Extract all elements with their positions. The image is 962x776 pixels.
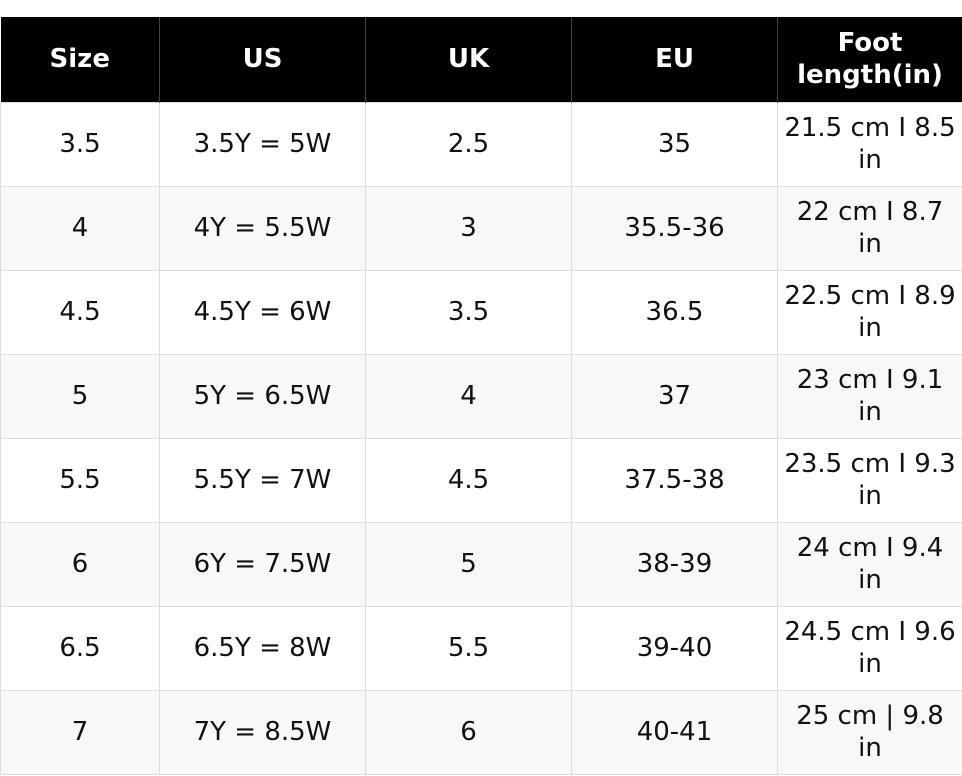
header-cell: Size xyxy=(0,17,160,102)
table-cell: 38-39 xyxy=(571,521,778,607)
table-cell: 39-40 xyxy=(571,605,778,691)
table-cell: 7 xyxy=(0,689,160,775)
table-cell: 5Y = 6.5W xyxy=(159,353,366,439)
table-cell: 3.5 xyxy=(0,101,160,187)
table-cell: 4.5Y = 6W xyxy=(159,269,366,355)
header-cell: UK xyxy=(365,17,572,102)
table-cell: 5 xyxy=(0,353,160,439)
table-cell: 7Y = 8.5W xyxy=(159,689,366,775)
table-row: 4.5 4.5Y = 6W 3.5 36.5 22.5 cm I 8.9 in xyxy=(0,269,962,355)
table-cell: 35 xyxy=(571,101,778,187)
table-cell: 6 xyxy=(0,521,160,607)
table-cell: 24.5 cm I 9.6 in xyxy=(777,605,962,691)
table-cell: 6Y = 7.5W xyxy=(159,521,366,607)
table-cell: 36.5 xyxy=(571,269,778,355)
size-table: Size US UK EU Foot length(in) 3.5 3.5Y = 5W 2.… xyxy=(0,17,962,775)
table-row: 5.5 5.5Y = 7W 4.5 37.5-38 23.5 cm I 9.3 in xyxy=(0,437,962,523)
table-row: 6.5 6.5Y = 8W 5.5 39-40 24.5 cm I 9.6 in xyxy=(0,605,962,691)
table-cell: 37 xyxy=(571,353,778,439)
table-cell: 5.5 xyxy=(0,437,160,523)
table-cell: 6 xyxy=(365,689,572,775)
header-cell: Foot length(in) xyxy=(777,17,962,102)
table-cell: 5.5Y = 7W xyxy=(159,437,366,523)
table-row: 5 5Y = 6.5W 4 37 23 cm I 9.1 in xyxy=(0,353,962,439)
table-cell: 6.5Y = 8W xyxy=(159,605,366,691)
table-row: 3.5 3.5Y = 5W 2.5 35 21.5 cm I 8.5 in xyxy=(0,101,962,187)
table-cell: 3 xyxy=(365,185,572,271)
table-cell: 22 cm I 8.7 in xyxy=(777,185,962,271)
table-cell: 35.5-36 xyxy=(571,185,778,271)
header-cell: US xyxy=(159,17,366,102)
table-cell: 3.5Y = 5W xyxy=(159,101,366,187)
table-cell: 6.5 xyxy=(0,605,160,691)
table-cell: 4Y = 5.5W xyxy=(159,185,366,271)
table-cell: 3.5 xyxy=(365,269,572,355)
table-cell: 37.5-38 xyxy=(571,437,778,523)
table-body: 3.5 3.5Y = 5W 2.5 35 21.5 cm I 8.5 in 4 4Y = 5… xyxy=(0,101,962,775)
table-cell: 21.5 cm I 8.5 in xyxy=(777,101,962,187)
table-cell: 23.5 cm I 9.3 in xyxy=(777,437,962,523)
table-cell: 5 xyxy=(365,521,572,607)
table-row: 7 7Y = 8.5W 6 40-41 25 cm | 9.8 in xyxy=(0,689,962,775)
table-cell: 2.5 xyxy=(365,101,572,187)
size-chart: Size US UK EU Foot length(in) 3.5 3.5Y = 5W 2.… xyxy=(0,17,962,775)
table-cell: 23 cm I 9.1 in xyxy=(777,353,962,439)
table-cell: 24 cm I 9.4 in xyxy=(777,521,962,607)
table-cell: 4.5 xyxy=(0,269,160,355)
table-cell: 25 cm | 9.8 in xyxy=(777,689,962,775)
table-row: 4 4Y = 5.5W 3 35.5-36 22 cm I 8.7 in xyxy=(0,185,962,271)
table-row: 6 6Y = 7.5W 5 38-39 24 cm I 9.4 in xyxy=(0,521,962,607)
table-cell: 4.5 xyxy=(365,437,572,523)
table-cell: 4 xyxy=(0,185,160,271)
table-cell: 22.5 cm I 8.9 in xyxy=(777,269,962,355)
table-cell: 40-41 xyxy=(571,689,778,775)
header-cell: EU xyxy=(571,17,778,102)
table-cell: 4 xyxy=(365,353,572,439)
header-row: Size US UK EU Foot length(in) xyxy=(0,17,962,102)
table-cell: 5.5 xyxy=(365,605,572,691)
